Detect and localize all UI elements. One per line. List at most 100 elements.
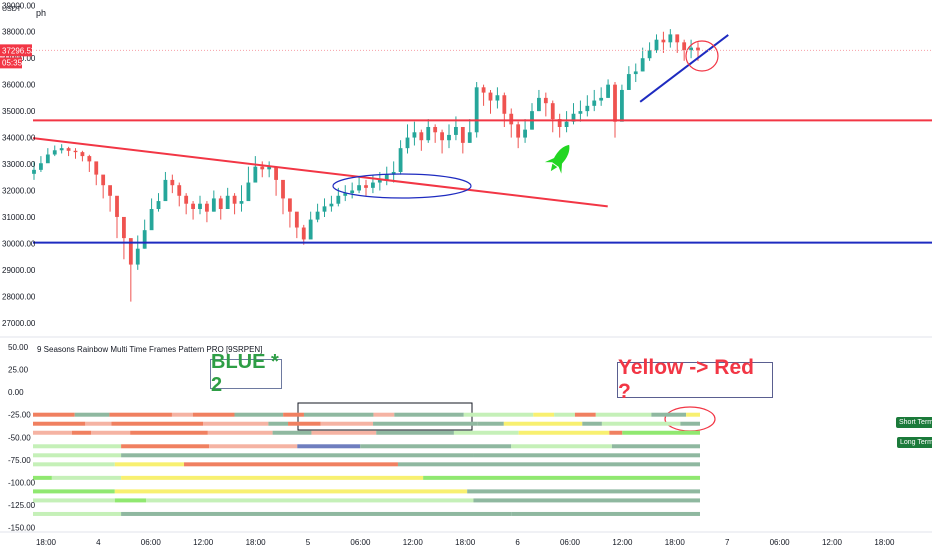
indicator-tick-label: 25.00 <box>8 366 29 375</box>
trendline[interactable] <box>32 137 608 208</box>
candle-body <box>564 121 569 127</box>
candle-body <box>108 185 112 196</box>
indicator-tick-label: -125.00 <box>8 501 36 510</box>
indicator-circle-marker[interactable] <box>664 406 716 432</box>
indicator-segment <box>203 421 269 426</box>
candle-body <box>661 39 666 43</box>
indicator-tick-label: -150.00 <box>8 523 36 532</box>
top-circle-marker[interactable] <box>685 40 719 72</box>
candle-body <box>80 152 85 157</box>
price-tick-label: 35000.00 <box>2 107 36 116</box>
indicator-segment <box>503 421 583 426</box>
candle-body <box>668 34 673 43</box>
indicator-segment <box>320 421 374 426</box>
indicator-segment <box>109 412 172 417</box>
price-tick-label: 39000.00 <box>2 1 36 10</box>
indicator-segment <box>601 421 681 426</box>
long-term-button[interactable]: Long Term <box>897 437 932 448</box>
breakout-ellipse[interactable] <box>332 173 472 199</box>
candle-body <box>647 50 652 59</box>
candle-body <box>447 134 451 141</box>
time-tick-label: 18:00 <box>874 538 895 547</box>
indicator-tick-label: -50.00 <box>8 433 31 442</box>
candle-body <box>633 71 638 75</box>
candle-body <box>440 132 444 141</box>
candle-body <box>177 185 182 196</box>
time-tick-label: 06:00 <box>770 538 791 547</box>
indicator-segment <box>288 421 321 426</box>
candle-body <box>509 113 514 125</box>
indicator-segment <box>33 475 52 480</box>
short-term-button[interactable]: Short Term <box>896 417 932 428</box>
yellow-red-callout-box[interactable]: Yellow -> Red ? <box>617 356 773 403</box>
indicator-segment <box>609 430 623 435</box>
candle-body <box>516 124 521 138</box>
grid-layer <box>0 336 932 533</box>
indicator-segment <box>511 511 700 516</box>
indicator-segment <box>171 412 193 417</box>
time-tick-label: 12:00 <box>403 538 424 547</box>
candle-body <box>322 206 327 212</box>
price-tick-label: 36000.00 <box>2 81 36 90</box>
candle-body <box>481 87 486 93</box>
indicator-segment <box>130 430 208 435</box>
candle-body <box>592 100 597 106</box>
indicator-segment <box>33 444 122 449</box>
candle-body <box>571 113 576 122</box>
candle-body <box>59 148 64 151</box>
indicator-segment <box>121 444 210 449</box>
candle-body <box>32 169 36 174</box>
indicator-tick-label: 0.00 <box>8 388 24 397</box>
candle-body <box>267 166 272 170</box>
indicator-segment <box>680 421 700 426</box>
indicator-segment <box>234 412 284 417</box>
indicator-segment <box>146 498 474 503</box>
candle-body <box>578 111 583 114</box>
candle-body <box>412 132 417 138</box>
time-tick-label: 06:00 <box>560 538 581 547</box>
candle-body <box>689 47 693 51</box>
time-tick-label: 6 <box>515 538 520 547</box>
candle-body <box>246 182 251 202</box>
indicator-segment <box>595 412 652 417</box>
price-tick-label: 28000.00 <box>2 292 36 301</box>
indicator-segment <box>582 421 602 426</box>
candle-body <box>654 39 659 51</box>
candle-body <box>225 195 230 210</box>
indicator-segment <box>467 489 700 494</box>
indicator-segment <box>373 412 395 417</box>
price-tick-label: 29000.00 <box>2 266 36 275</box>
candle-body <box>613 84 617 122</box>
candle-body <box>39 163 43 170</box>
candle-body <box>474 87 479 133</box>
indicator-segment <box>111 421 204 426</box>
indicator-tick-label: 50.00 <box>8 343 29 352</box>
axis-layer: 39000.0038000.0037000.0036000.0035000.00… <box>0 1 895 547</box>
countdown-tag <box>0 57 22 69</box>
indicator-segment <box>686 412 700 417</box>
candle-body <box>377 179 382 183</box>
current-price-tag <box>0 44 32 57</box>
candle-body <box>682 42 687 51</box>
candle-body <box>543 97 548 104</box>
indicator-segment <box>192 412 235 417</box>
candle-body <box>170 179 175 186</box>
candle-body <box>115 195 119 217</box>
indicator-segment <box>71 430 92 435</box>
indicator-segment <box>33 511 122 516</box>
candle-body <box>281 179 285 199</box>
candle-body <box>384 174 389 180</box>
blue-callout-box[interactable]: BLUE * 2 <box>210 351 282 396</box>
rocket-icon <box>544 144 570 174</box>
candle-body <box>502 95 507 114</box>
indicator-title[interactable]: 9 Seasons Rainbow Multi Time Frames Patt… <box>37 345 263 354</box>
indicator-segment <box>209 444 298 449</box>
price-tick-label: 30000.00 <box>2 239 36 248</box>
time-tick-label: 12:00 <box>822 538 843 547</box>
indicator-segment <box>463 412 534 417</box>
indicator-tick-label: -100.00 <box>8 478 36 487</box>
indicator-tick-label: -25.00 <box>8 411 31 420</box>
indicator-segment <box>311 430 377 435</box>
indicator-segment <box>184 462 398 467</box>
